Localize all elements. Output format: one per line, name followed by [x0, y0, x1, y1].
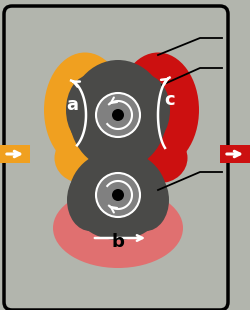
Ellipse shape — [123, 169, 169, 231]
Ellipse shape — [54, 133, 110, 183]
Text: a: a — [66, 96, 78, 114]
Circle shape — [96, 93, 140, 137]
Ellipse shape — [94, 130, 142, 180]
Ellipse shape — [53, 188, 183, 268]
Text: b: b — [112, 233, 124, 251]
Ellipse shape — [67, 169, 113, 231]
Text: c: c — [165, 91, 175, 109]
Ellipse shape — [122, 75, 170, 145]
Circle shape — [96, 173, 140, 217]
Circle shape — [112, 109, 124, 121]
Ellipse shape — [117, 52, 199, 167]
Ellipse shape — [44, 52, 126, 167]
Ellipse shape — [66, 75, 114, 145]
FancyBboxPatch shape — [4, 6, 228, 310]
Circle shape — [112, 189, 124, 201]
Bar — [220, 145, 250, 163]
Ellipse shape — [132, 133, 188, 183]
Ellipse shape — [69, 150, 167, 240]
Bar — [0, 145, 30, 163]
Ellipse shape — [69, 60, 167, 170]
